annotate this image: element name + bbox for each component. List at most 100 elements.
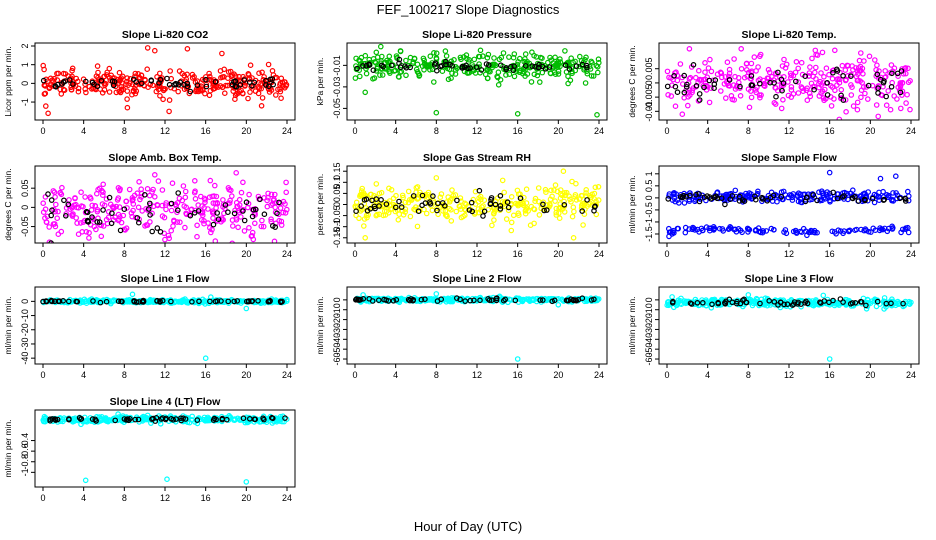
data-point <box>123 198 129 205</box>
reference-point <box>410 193 417 199</box>
data-point <box>703 302 710 309</box>
data-point <box>188 206 194 213</box>
reference-point <box>434 207 440 214</box>
data-point <box>157 83 163 89</box>
reference-point <box>476 187 483 194</box>
reference-point <box>83 78 89 85</box>
data-point <box>531 52 537 59</box>
x-tick-label: 12 <box>160 249 170 259</box>
data-point <box>460 213 466 220</box>
data-point <box>456 203 463 210</box>
y-axis-label: ml/min per min. <box>3 419 13 477</box>
data-point <box>429 207 436 214</box>
data-point <box>748 69 755 76</box>
data-point <box>240 179 246 186</box>
data-point <box>811 69 818 76</box>
reference-point <box>881 197 887 203</box>
data-point <box>903 100 909 106</box>
reference-point <box>40 77 47 84</box>
reference-point <box>722 300 729 307</box>
reference-point <box>834 68 841 74</box>
y-tick-label: -0.03 <box>332 77 342 98</box>
reference-point <box>187 88 194 95</box>
data-point <box>795 65 802 72</box>
data-point <box>255 193 262 200</box>
data-point <box>555 68 562 75</box>
data-point <box>100 192 106 199</box>
data-point <box>864 197 871 204</box>
reference-point <box>251 79 258 86</box>
data-point <box>807 93 814 100</box>
y-tick-label: -1 <box>20 468 30 476</box>
data-point <box>40 62 47 69</box>
data-point <box>747 296 754 303</box>
y-tick-label: -0.4 <box>20 433 30 449</box>
reference-point <box>243 199 250 206</box>
data-point <box>191 74 197 80</box>
data-point <box>449 297 455 303</box>
x-tick-label: 20 <box>241 493 251 503</box>
y-tick-label: 0 <box>20 299 30 304</box>
data-point <box>433 55 440 61</box>
data-point <box>748 94 755 101</box>
data-point <box>180 183 187 189</box>
reference-point <box>449 63 456 69</box>
x-tick-label: 12 <box>472 249 482 259</box>
data-point <box>448 218 455 224</box>
reference-point <box>140 298 147 305</box>
y-tick-label: -10 <box>332 303 342 316</box>
data-point <box>414 61 421 68</box>
data-point <box>232 96 238 103</box>
data-point <box>686 75 693 82</box>
reference-point <box>149 416 155 422</box>
outlier-point <box>243 479 250 485</box>
data-point <box>595 197 602 203</box>
data-point <box>182 224 188 231</box>
data-point <box>58 228 65 235</box>
data-point <box>778 105 785 112</box>
panel-9: Slope Line 3 Flow 0 4 8 12 16 20 24 -60-50-40-30… <box>627 273 920 380</box>
y-axis-label: degrees C per min. <box>3 168 13 240</box>
reference-point <box>481 208 488 215</box>
data-point <box>245 95 251 102</box>
data-point <box>823 65 830 72</box>
data-point <box>460 54 467 60</box>
data-point <box>745 226 752 233</box>
reference-point <box>132 416 139 423</box>
reference-point <box>773 93 779 100</box>
reference-point <box>874 71 881 78</box>
data-point <box>453 208 460 215</box>
data-point <box>60 70 67 77</box>
outlier-point <box>233 170 240 176</box>
figure-xlabel: Hour of Day (UTC) <box>414 519 522 534</box>
reference-point <box>159 297 166 304</box>
data-point <box>230 223 236 229</box>
data-point <box>212 238 219 243</box>
data-point <box>265 61 272 68</box>
data-point <box>86 230 92 236</box>
data-point <box>273 199 280 206</box>
reference-point <box>233 84 240 90</box>
data-point <box>501 200 508 207</box>
outlier-point <box>362 89 369 96</box>
data-point <box>154 74 160 80</box>
data-point <box>872 227 879 234</box>
reference-point <box>898 68 905 74</box>
data-point <box>732 187 739 194</box>
reference-point <box>862 197 868 204</box>
data-point <box>706 225 713 232</box>
data-point <box>505 207 512 214</box>
data-point <box>123 225 130 232</box>
x-tick-label: 0 <box>40 126 45 136</box>
data-point <box>863 305 870 312</box>
data-point <box>142 77 148 84</box>
data-point <box>411 56 418 62</box>
y-axis-label: percent per min. <box>315 174 325 235</box>
reference-point <box>462 298 469 304</box>
data-point <box>902 65 909 71</box>
data-point <box>50 221 57 227</box>
panel-title: Slope Line 1 Flow <box>121 273 211 285</box>
data-point <box>192 178 198 184</box>
